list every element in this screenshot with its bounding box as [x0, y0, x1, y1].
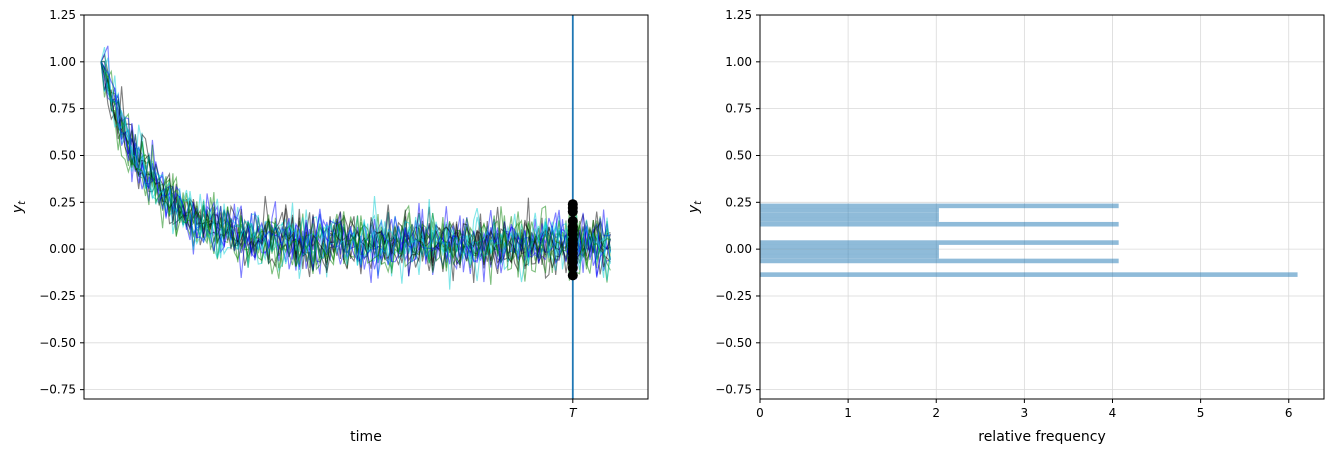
histogram-y-tick-label: 1.25 [725, 8, 752, 22]
histogram-y-tick-label: 1.00 [725, 55, 752, 69]
histogram-bars [760, 203, 1298, 277]
time-series-axes: −0.75−0.50−0.250.000.250.500.751.001.25 … [10, 8, 649, 445]
histogram-frame [759, 14, 1325, 400]
histogram-bar [760, 203, 1119, 209]
histogram-x-tick-label: 0 [756, 406, 764, 420]
time-series-y-tick-label: −0.25 [39, 289, 76, 303]
histogram-bar [760, 217, 939, 222]
histogram-y-axis-label-subscript: t [693, 200, 704, 205]
simulated-paths [100, 45, 611, 290]
histogram-bar [760, 272, 1298, 277]
histogram-bar [760, 244, 939, 250]
terminal-point [567, 206, 578, 217]
time-series-y-tick-label: −0.50 [39, 336, 76, 350]
histogram-y-tick-label: 0.25 [725, 195, 752, 209]
histogram-bar [760, 253, 939, 259]
time-series-y-tick-label: 0.25 [49, 195, 76, 209]
histogram-y-axis-label: yt [686, 200, 704, 214]
time-series-y-tick-label: 0.00 [49, 242, 76, 256]
time-series-y-ticks: −0.75 −0.50 −0.25 0.00 0.25 0.50 0.75 1.00 1.25 [39, 8, 84, 397]
histogram-axes: −0.75−0.50−0.250.000.250.500.751.001.25 … [686, 8, 1325, 445]
simulated-path-line [101, 60, 611, 285]
histogram-bar [760, 249, 939, 255]
simulated-path-line [100, 61, 611, 282]
time-series-frame [83, 14, 649, 400]
histogram-y-tick-label: 0.75 [725, 102, 752, 116]
histogram-x-tick-label: 4 [1109, 406, 1117, 420]
time-series-y-axis-label: yt [10, 200, 28, 214]
histogram-y-tick-label: 0.00 [725, 242, 752, 256]
histogram-x-tick-label: 6 [1285, 406, 1293, 420]
histogram-bar [760, 212, 939, 218]
terminal-point [567, 262, 578, 273]
time-series-x-axis-label: time [350, 429, 382, 445]
histogram-x-tick-label: 3 [1021, 406, 1029, 420]
histogram-x-ticks: 0 1 2 3 4 5 6 [756, 399, 1293, 420]
histogram-x-tick-label: 1 [844, 406, 852, 420]
terminal-points [567, 199, 578, 281]
time-series-y-axis-label-base: y [10, 204, 26, 214]
time-series-y-tick-label: 1.25 [49, 8, 76, 22]
histogram-y-tick-label: −0.75 [715, 383, 752, 397]
histogram-y-tick-label: −0.25 [715, 289, 752, 303]
time-series-y-tick-label: 0.75 [49, 102, 76, 116]
histogram-y-tick-label: 0.50 [725, 148, 752, 162]
time-series-y-axis-label-subscript: t [17, 200, 28, 205]
histogram-bar [760, 258, 1119, 264]
histogram-x-tick-label: 2 [932, 406, 940, 420]
histogram-y-tick-label: −0.50 [715, 336, 752, 350]
time-series-y-tick-label: 1.00 [49, 55, 76, 69]
histogram-bar [760, 208, 939, 213]
terminal-point [567, 270, 578, 281]
time-series-y-tick-label: 0.50 [49, 148, 76, 162]
histogram-x-axis-label: relative frequency [978, 429, 1105, 445]
time-series-x-ticks: T [569, 399, 578, 420]
histogram-y-ticks: −0.75 −0.50 −0.25 0.00 0.25 0.50 0.75 1.00 1.25 [715, 8, 760, 397]
time-series-x-tick-label: T [569, 406, 578, 420]
simulated-path-line [100, 61, 611, 278]
time-series-y-tick-label: −0.75 [39, 383, 76, 397]
histogram-y-axis-label-base: y [686, 204, 702, 214]
histogram-bar [760, 240, 1119, 245]
histogram-bar [760, 221, 1119, 227]
histogram-x-tick-label: 5 [1197, 406, 1205, 420]
